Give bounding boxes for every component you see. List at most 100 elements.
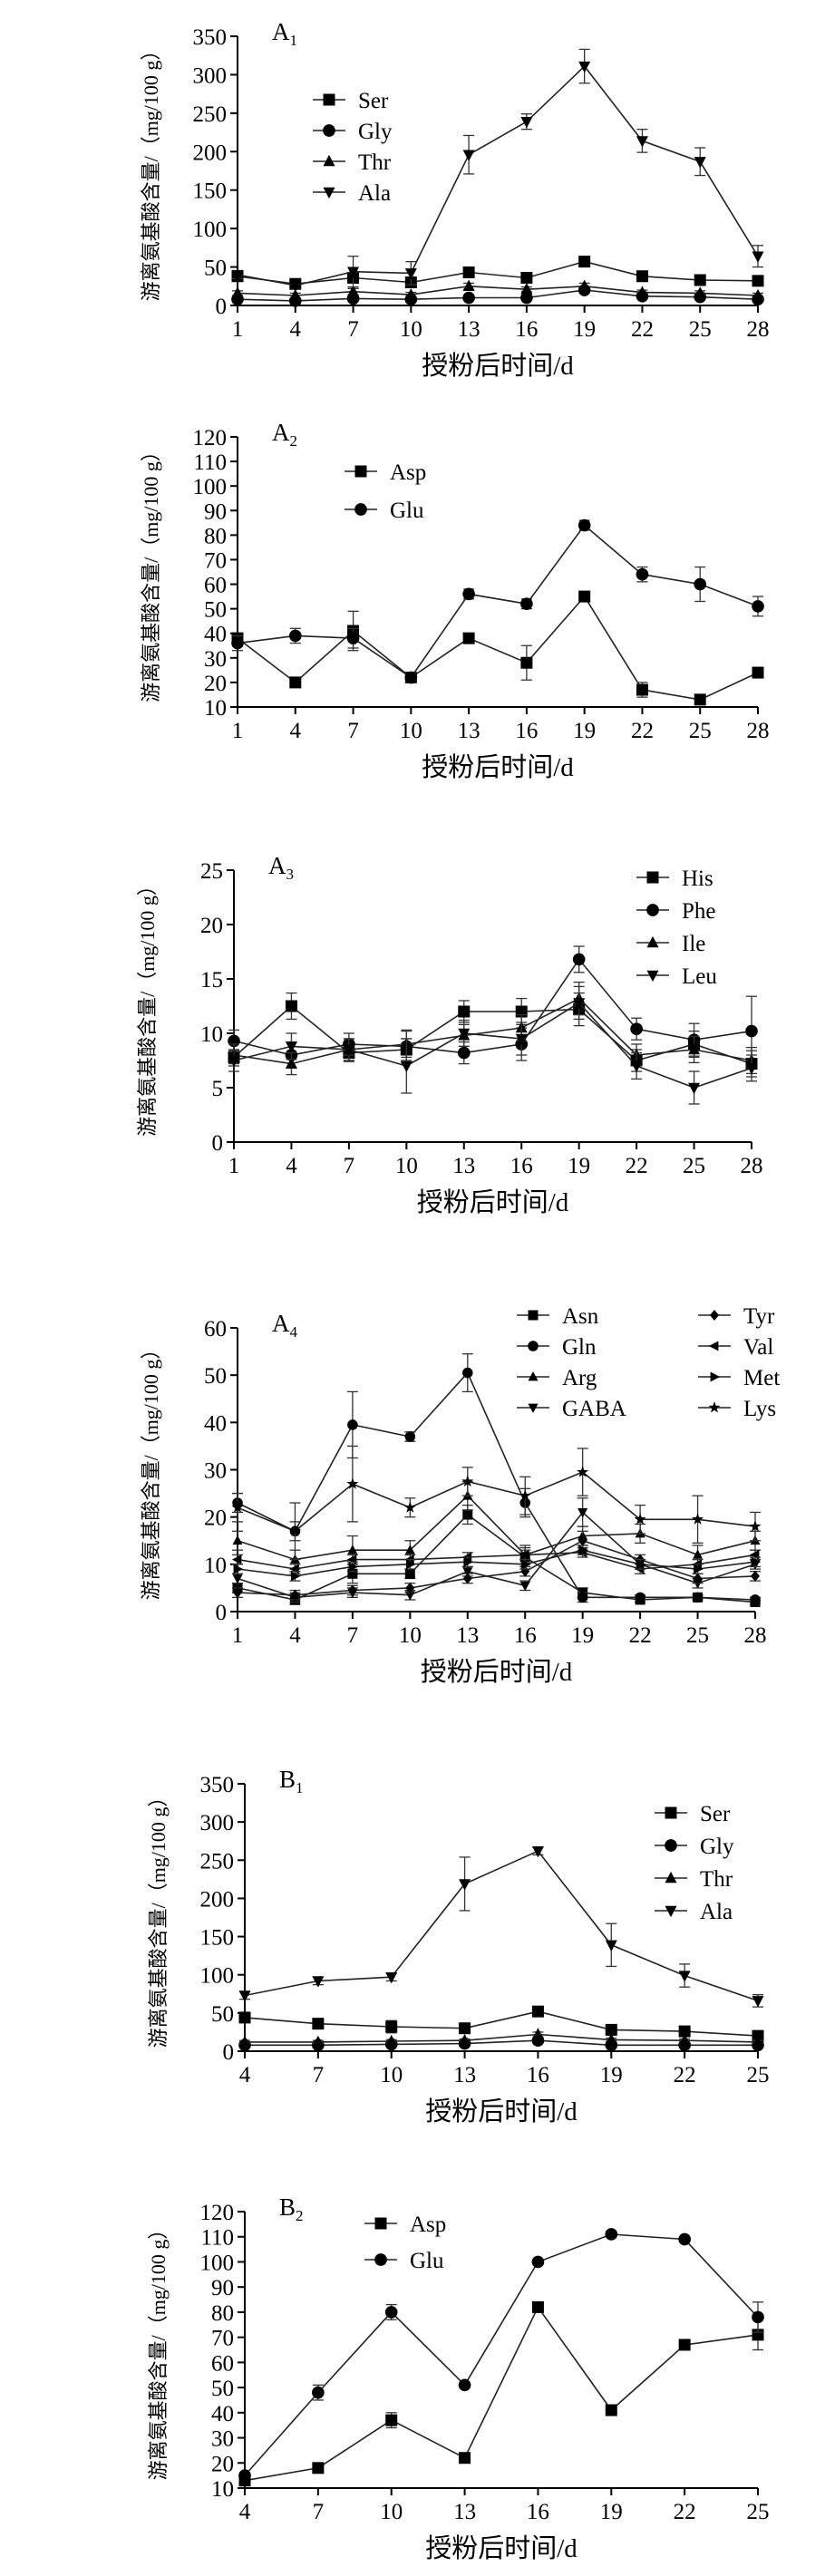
data-point <box>238 2011 251 2024</box>
data-point <box>290 1589 300 1601</box>
series-asp <box>231 590 764 706</box>
data-point <box>462 1509 473 1520</box>
data-point <box>519 1549 529 1560</box>
legend-label: Ile <box>682 932 705 956</box>
data-point <box>630 1060 643 1073</box>
legend-marker <box>323 154 335 167</box>
series-line <box>244 2233 759 2476</box>
x-axis-label: 授粉后时间/d <box>422 351 574 381</box>
data-point <box>636 136 648 148</box>
data-point <box>231 286 244 298</box>
legend-marker <box>374 2217 387 2230</box>
panel-subscript: 4 <box>290 1323 298 1341</box>
legend: Asp Glu <box>364 2213 446 2273</box>
legend: Ser Gly Thr Ala <box>655 1802 734 1924</box>
chart-panel-5: 0 50 100 150 200 250 300 350 4 7 10 13 16 19 22 25 授粉后时间… <box>147 1766 770 2126</box>
legend-item-val: Val <box>698 1335 773 1360</box>
data-point <box>605 2404 617 2416</box>
legend-marker <box>528 1403 539 1414</box>
y-tick-label: 90 <box>204 499 227 524</box>
legend-item-thr: Thr <box>655 1867 733 1892</box>
data-point <box>404 268 417 280</box>
y-axis-label: 游离氨基酸含量/（mg/100 g） <box>147 1787 170 2048</box>
data-point <box>291 1571 301 1582</box>
y-tick-label: 80 <box>204 524 227 548</box>
panel-letter: A <box>272 18 290 45</box>
data-point <box>752 275 764 287</box>
data-point <box>577 1466 589 1477</box>
y-tick-label: 40 <box>204 623 227 647</box>
panel-letter: A <box>268 852 286 879</box>
legend-item-ser: Ser <box>313 89 389 113</box>
data-point <box>238 2469 251 2482</box>
legend-label: Ser <box>358 89 389 113</box>
series-ile <box>228 981 758 1076</box>
y-tick-label: 150 <box>193 179 228 204</box>
data-point <box>289 280 302 293</box>
panel-subscript: 3 <box>286 866 295 883</box>
series-line <box>237 1495 756 1561</box>
legend-marker <box>665 1871 677 1884</box>
panel-subscript: 1 <box>290 32 298 49</box>
data-point <box>520 1565 530 1577</box>
data-point <box>347 1419 358 1430</box>
data-point <box>694 286 706 298</box>
data-point <box>404 287 417 300</box>
y-tick-label: 0 <box>216 295 228 319</box>
data-point <box>572 953 586 966</box>
panel-label: B1 <box>279 1766 304 1796</box>
series-line <box>245 2039 758 2047</box>
legend-item-ile: Ile <box>636 932 705 956</box>
x-tick-label: 19 <box>600 2063 623 2087</box>
data-point <box>752 288 764 301</box>
x-tick-label: 10 <box>400 317 422 342</box>
y-tick-label: 50 <box>204 257 227 281</box>
x-tick-label: 4 <box>289 1623 301 1648</box>
series-lys <box>231 1445 762 1561</box>
x-tick-label: 16 <box>514 1623 537 1648</box>
legend-item-gly: Gly <box>655 1835 734 1859</box>
y-tick-label: 70 <box>211 2327 234 2351</box>
data-point <box>459 2452 471 2465</box>
legend-label: Met <box>743 1366 780 1390</box>
series-line <box>237 1549 756 1577</box>
data-point <box>752 1996 764 2008</box>
y-tick-label: 60 <box>211 2351 234 2376</box>
data-point <box>238 2035 251 2048</box>
x-tick-label: 7 <box>313 2500 325 2524</box>
legend-marker <box>646 871 659 884</box>
data-point <box>288 1525 301 1536</box>
data-point <box>462 587 475 601</box>
panel-label: A1 <box>272 18 297 49</box>
legend-label: Gln <box>562 1335 597 1360</box>
data-point <box>238 1990 251 2002</box>
data-point <box>285 1041 297 1053</box>
x-tick-label: 25 <box>686 1623 709 1648</box>
series-line <box>237 595 759 701</box>
data-point <box>752 600 764 613</box>
y-tick-label: 15 <box>200 968 223 993</box>
legend-item-asp: Asp <box>345 460 426 485</box>
x-tick-label: 10 <box>380 2500 403 2524</box>
data-point <box>692 1513 704 1525</box>
x-tick-label: 7 <box>313 2063 325 2087</box>
y-tick-label: 10 <box>200 1022 223 1047</box>
data-point <box>694 157 706 169</box>
y-tick-label: 100 <box>200 2251 235 2275</box>
series-glu <box>238 2228 764 2482</box>
x-axis-label: 授粉后时间/d <box>422 752 574 782</box>
data-point <box>458 1005 471 1018</box>
legend-item-tyr: Tyr <box>698 1304 775 1329</box>
data-point <box>404 1591 415 1601</box>
data-point <box>346 1477 359 1489</box>
data-point <box>578 279 591 291</box>
series-line <box>237 1511 756 1599</box>
x-tick-label: 25 <box>747 2500 770 2524</box>
legend-label: Lys <box>743 1397 776 1421</box>
x-tick-label: 16 <box>527 2063 549 2087</box>
y-tick-label: 50 <box>204 598 227 623</box>
series-phe <box>228 945 758 1070</box>
series-ala <box>238 1845 764 2008</box>
legend-item-ala: Ala <box>313 181 391 206</box>
